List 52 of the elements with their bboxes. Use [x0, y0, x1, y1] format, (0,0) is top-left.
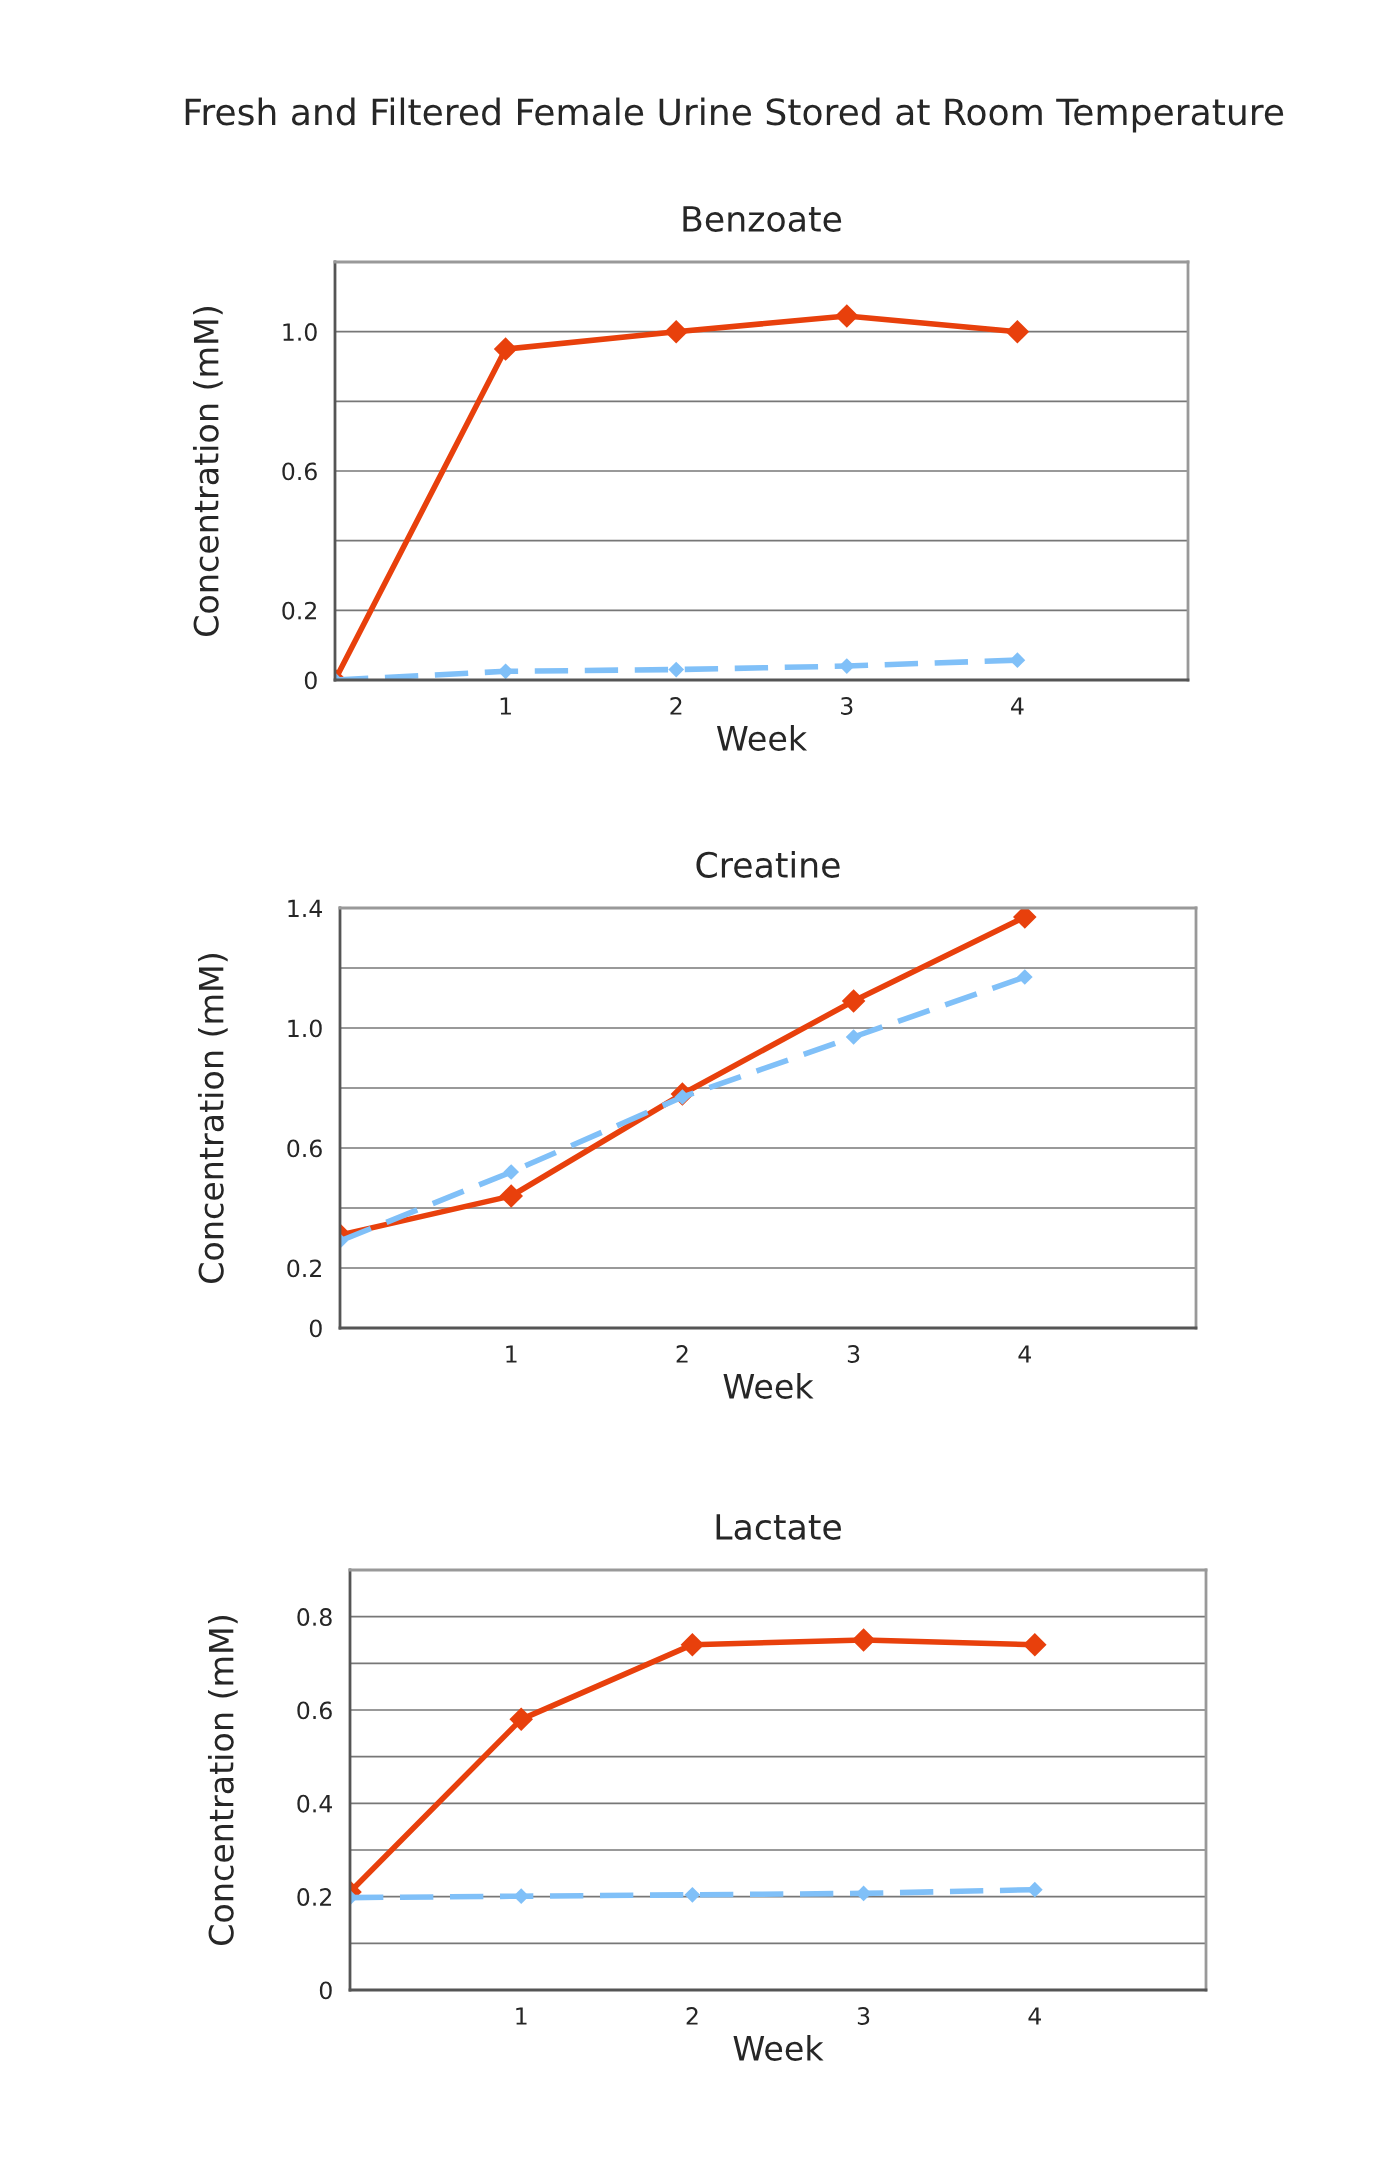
point: [841, 989, 866, 1013]
point: [835, 304, 859, 328]
y-axis-title: Concentration (mM): [197, 954, 228, 1283]
x-tick-label: 2: [676, 1345, 688, 1363]
point: [503, 1164, 520, 1180]
x-tick-label: 2: [670, 697, 682, 715]
x-tick-label: 4: [1011, 697, 1024, 715]
point: [1005, 319, 1030, 344]
y-tick-label: 0.6: [297, 1701, 332, 1720]
point: [1023, 1632, 1047, 1657]
y-tick-label: 0.2: [282, 601, 316, 620]
point: [684, 1886, 701, 1903]
y-axis-title: Concentration (mM): [192, 307, 223, 636]
point: [668, 661, 685, 678]
y-tick-label: 0.6: [287, 1139, 322, 1158]
y-tick-label: 0: [304, 671, 317, 690]
y-tick-label: 1.4: [288, 899, 323, 917]
y-tick-label: 0: [309, 1319, 322, 1338]
x-tick-label: 4: [1018, 1345, 1031, 1363]
x-axis-title: Week: [733, 2035, 824, 2061]
y-tick-label: 0.4: [297, 1794, 333, 1813]
point: [1013, 908, 1037, 929]
x-tick-label: 1: [516, 2007, 527, 2025]
point: [499, 1184, 523, 1208]
point: [851, 1628, 876, 1652]
y-axis-title: Concentration (mM): [207, 1616, 238, 1945]
point: [680, 1632, 705, 1657]
chart-subtitle: Benzoate: [683, 206, 842, 232]
point: [493, 337, 518, 361]
y-tick-label: 0.6: [282, 462, 317, 481]
y-tick-label: 0.2: [287, 1259, 321, 1278]
y-tick-label: 1.0: [288, 1019, 322, 1038]
y-tick-label: 0.2: [297, 1888, 331, 1906]
x-axis-title: Week: [716, 725, 808, 751]
x-tick-label: 3: [847, 1345, 860, 1363]
x-tick-label: 3: [857, 2007, 870, 2025]
x-tick-label: 1: [500, 697, 511, 715]
x-axis-title: Week: [723, 1373, 814, 1399]
y-tick-label: 1.0: [283, 323, 317, 341]
point: [509, 1707, 533, 1732]
chart-title: Creatine: [696, 851, 840, 878]
chart-title: Lactate: [716, 1514, 841, 1540]
point: [664, 319, 688, 344]
x-tick-label: 3: [841, 697, 853, 715]
y-tick-label: 0.8: [297, 1608, 332, 1626]
y-tick-label: 0: [319, 1981, 332, 2000]
chart-title: Fresh and Filtered Female Urine Stored at Room Temperature: [185, 97, 1284, 133]
x-tick-label: 1: [506, 1345, 517, 1363]
x-tick-label: 2: [686, 2007, 698, 2025]
point: [1016, 969, 1033, 985]
x-tick-label: 4: [1028, 2007, 1041, 2025]
point: [845, 1029, 862, 1045]
